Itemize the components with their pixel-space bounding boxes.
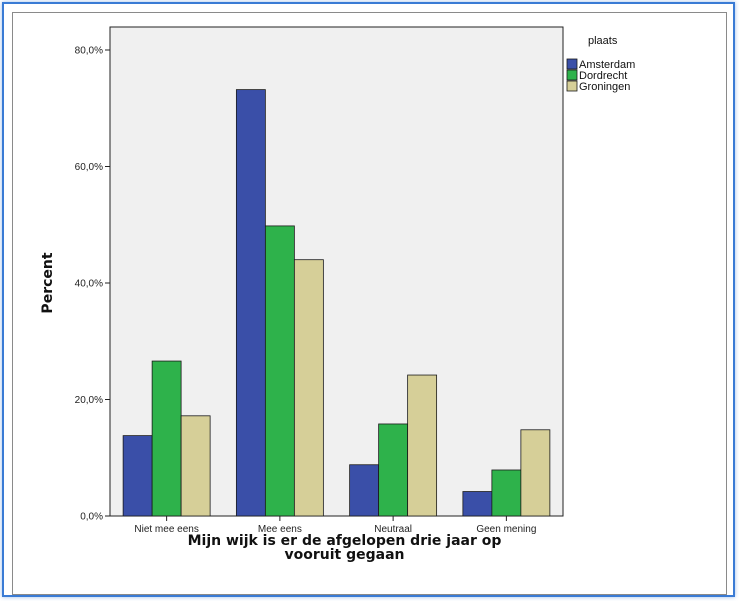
legend-swatch-amsterdam (566, 58, 578, 70)
x-tick-label: Neutraal (374, 524, 412, 535)
x-axis-title-line-2: vooruit gegaan (285, 547, 405, 563)
x-axis-title-line-1: Mijn wijk is er de afgelopen drie jaar o… (188, 533, 502, 549)
legend-swatch-groningen (566, 80, 578, 92)
y-tick-label: 80,0% (75, 46, 103, 57)
legend-swatch-dordrecht (566, 69, 578, 81)
y-tick-label: 0,0% (80, 512, 103, 523)
y-tick-label: 60,0% (75, 162, 103, 173)
bar-amsterdam-2 (235, 89, 266, 517)
bar-amsterdam-1 (122, 435, 153, 517)
x-tick-label: Niet mee eens (134, 524, 198, 535)
y-axis-title: Percent (40, 252, 56, 313)
bar-dordrecht-3 (378, 423, 409, 517)
bar-dordrecht-4 (491, 469, 522, 517)
bar-amsterdam-4 (462, 491, 493, 517)
y-tick-label: 40,0% (75, 279, 103, 290)
bar-groningen-1 (180, 415, 211, 517)
bar-groningen-2 (293, 259, 324, 517)
bar-dordrecht-1 (151, 360, 182, 517)
legend-title: plaats (588, 35, 618, 47)
legend-label-dordrecht: Dordrecht (579, 70, 627, 82)
x-tick-label: Geen mening (476, 524, 536, 535)
bar-amsterdam-3 (349, 464, 380, 517)
x-tick-label: Mee eens (258, 524, 302, 535)
bar-groningen-3 (407, 374, 438, 517)
legend-label-amsterdam: Amsterdam (579, 59, 635, 71)
bar-groningen-4 (520, 429, 551, 517)
legend-label-groningen: Groningen (579, 81, 630, 93)
y-tick-label: 20,0% (75, 395, 103, 406)
bar-dordrecht-2 (264, 225, 295, 517)
